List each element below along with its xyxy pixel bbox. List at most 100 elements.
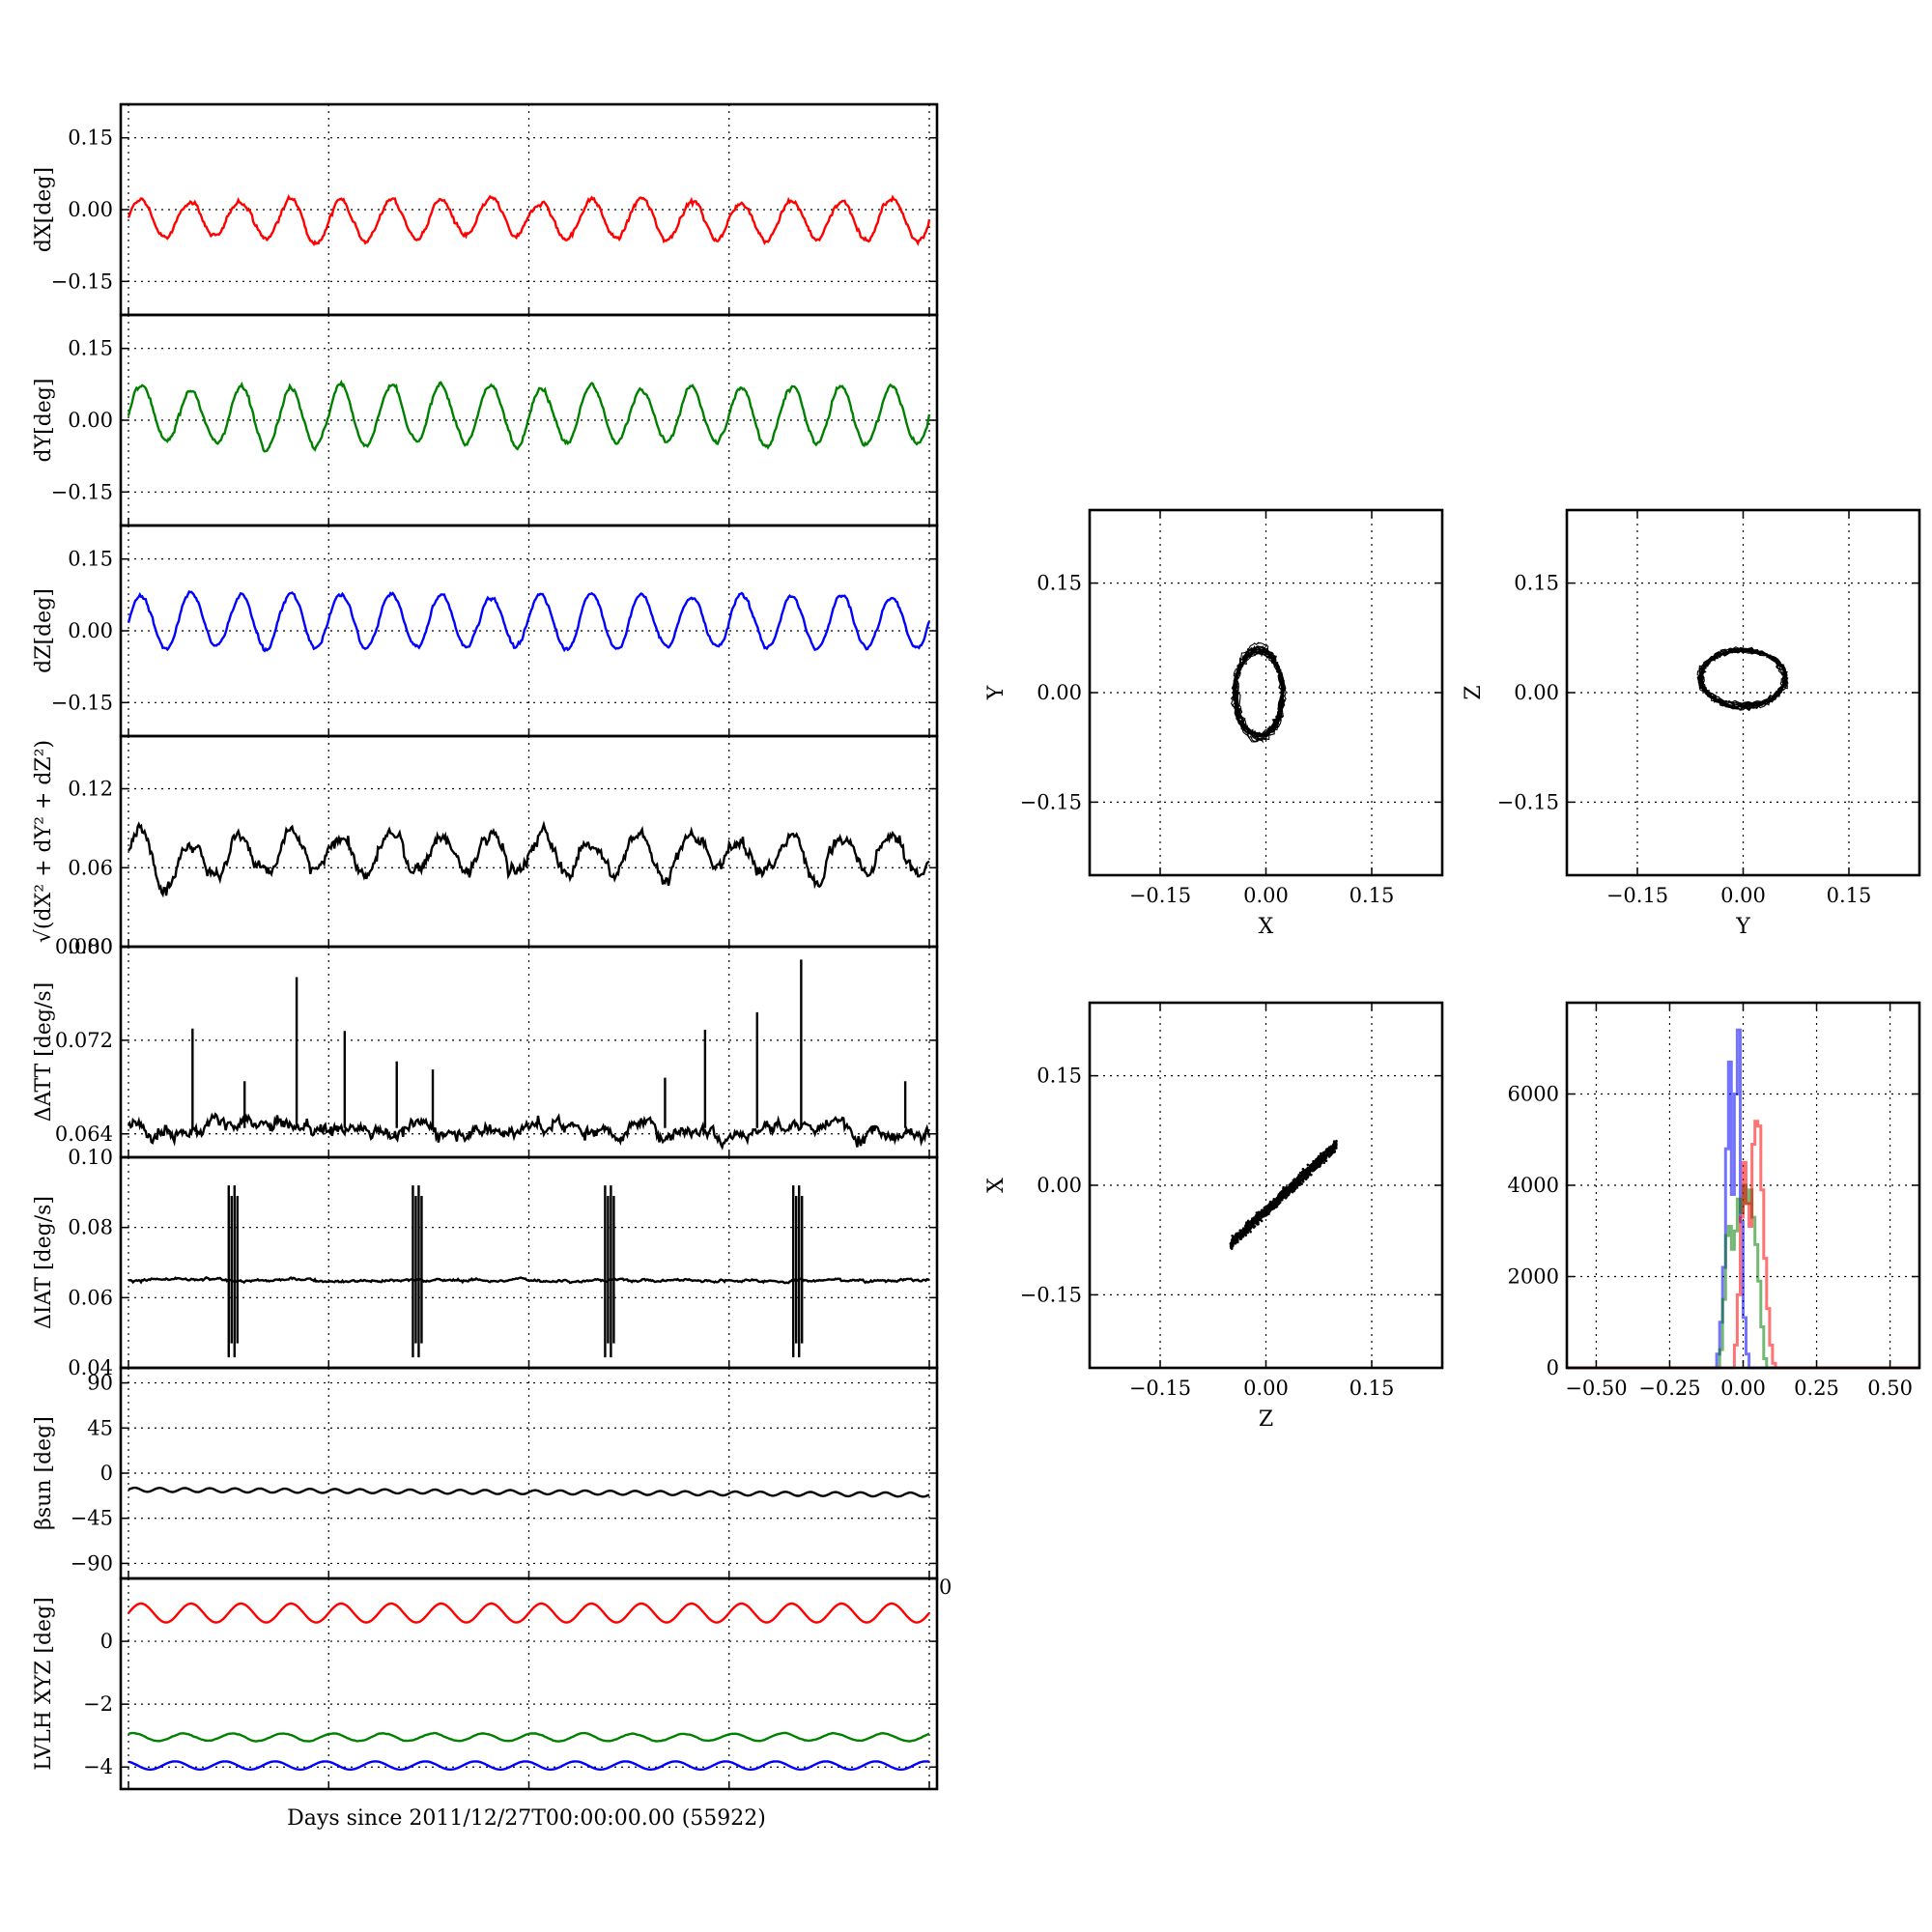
y-tick-label: 0.00 [1037, 1174, 1082, 1197]
axes-frame [1088, 1001, 1444, 1370]
x-tick-label: 0.25 [1794, 1377, 1839, 1400]
scatter-point [1303, 1170, 1307, 1173]
y-tick-label: −0.15 [1020, 790, 1082, 813]
series-line-dy-y [127, 379, 931, 453]
y-tick-label: 0.00 [1514, 681, 1559, 704]
burst-mark [227, 1185, 239, 1358]
panel-dz: 0.15 0.00 −0.15 dZ[deg] [32, 524, 939, 738]
panels: 0.15 0.00 −0.15 dX[deg] 0.15 0.00 −0.15 dY[deg]… [32, 102, 1921, 1791]
series-line-beta-k [128, 1486, 930, 1498]
x-axis-label: Y [1735, 915, 1750, 939]
scatter-point [1306, 1174, 1310, 1177]
scatter-point [1298, 1171, 1302, 1175]
y-tick-label: 0.080 [55, 935, 113, 958]
scatter-point [1322, 1161, 1325, 1165]
x-tick-label: 0.15 [1827, 884, 1872, 907]
scatter-point [1282, 1187, 1285, 1191]
x-tick-label: 0.50 [1867, 1377, 1913, 1400]
scatter-point [1280, 1193, 1284, 1197]
scatter-point [1319, 1155, 1322, 1159]
y-tick-label: 2000 [1508, 1265, 1559, 1289]
scatter-point [1298, 1175, 1301, 1178]
x-tick-label: 0.00 [1243, 884, 1289, 907]
panel-dx: 0.15 0.00 −0.15 dX[deg] [32, 102, 939, 317]
scatter-point [1239, 1237, 1242, 1240]
y-axis-label: X [984, 1178, 1009, 1193]
scatter-point [1334, 1145, 1337, 1149]
panel-dy: 0.15 0.00 −0.15 dY[deg] [32, 313, 939, 527]
scatter-point [1308, 1171, 1311, 1174]
burst-mark [604, 1185, 615, 1358]
scatter-point [1255, 1211, 1259, 1214]
y-tick-label: 0 [100, 1462, 113, 1485]
y-tick-label: −0.15 [51, 480, 113, 503]
panel-yz: 0.15 0.00 −0.15 −0.15 0.00 0.15 Y Z [1462, 508, 1921, 939]
x-tick-label: 0.00 [1243, 1377, 1289, 1400]
trajectory-line [1230, 641, 1287, 744]
y-tick-label: −0.15 [51, 270, 113, 293]
y-tick-label: 0.15 [68, 548, 113, 571]
scatter-point [1257, 1213, 1260, 1216]
burst-mark [412, 1185, 423, 1358]
scatter-point [1310, 1173, 1313, 1177]
y-tick-label: −0.15 [51, 691, 113, 714]
x-tick-label: 0.15 [1350, 884, 1395, 907]
scatter-point [1319, 1151, 1322, 1155]
scatter-point [1246, 1227, 1250, 1230]
scatter-point [1319, 1159, 1321, 1162]
x-tick-label: 0.00 [1720, 1377, 1766, 1400]
y-tick-label: 0.15 [1037, 1065, 1082, 1088]
x-tick-label: −0.15 [1606, 884, 1668, 907]
scatter-point [1278, 1198, 1282, 1202]
axes-frame [1088, 508, 1444, 877]
axes-frame [1565, 1001, 1921, 1370]
scatter-point [1240, 1229, 1243, 1233]
scatter-point [1273, 1199, 1276, 1202]
y-tick-label: 0.08 [68, 1216, 113, 1239]
scatter-point [1230, 1246, 1233, 1250]
x-axis-label: X [1259, 915, 1274, 939]
y-axis-label: Y [984, 685, 1009, 700]
scatter-point [1247, 1221, 1251, 1225]
y-tick-label: 0.15 [1037, 572, 1082, 595]
trajectory-line [1696, 646, 1789, 712]
scatter-point [1320, 1160, 1322, 1164]
y-tick-label: 0.06 [68, 1286, 113, 1309]
scatter-point [1331, 1151, 1335, 1154]
series-line-lvlh-x [128, 1602, 930, 1624]
panel-xy: 0.15 0.00 −0.15 −0.15 0.00 0.15 X Y [984, 508, 1444, 939]
scatter-point [1277, 1201, 1280, 1205]
scatter-point [1335, 1139, 1338, 1143]
scatter-point [1239, 1232, 1242, 1236]
histogram-z [1567, 1028, 1919, 1370]
scatter-point [1330, 1146, 1334, 1150]
y-tick-label: 0.04 [68, 1356, 113, 1379]
scatter-point [1310, 1169, 1313, 1173]
axes-frame [1565, 508, 1921, 877]
y-axis-label: LVLH XYZ [deg] [32, 1597, 56, 1771]
y-tick-label: 4000 [1508, 1174, 1559, 1197]
y-tick-label: 0.00 [1037, 681, 1082, 704]
scatter-point [1305, 1169, 1309, 1172]
scatter-point [1270, 1201, 1273, 1205]
scatter-point [1242, 1228, 1245, 1231]
scatter-point [1249, 1225, 1253, 1228]
series-line-mag-k [127, 820, 930, 898]
scatter-point [1257, 1221, 1260, 1224]
series-line-dx-x [127, 194, 931, 247]
scatter-point [1293, 1178, 1296, 1180]
y-tick-label: 0.15 [68, 337, 113, 360]
y-tick-label: 0.072 [55, 1029, 113, 1052]
scatter-point [1304, 1172, 1307, 1176]
scatter-point [1251, 1222, 1254, 1226]
scatter-point [1246, 1231, 1249, 1235]
series-line-diat-k [128, 1276, 930, 1285]
scatter-point [1240, 1236, 1243, 1238]
y-tick-label: −2 [83, 1692, 113, 1716]
y-tick-label: 0.06 [68, 856, 113, 879]
axes-frame [119, 1155, 939, 1370]
y-tick-label: 45 [87, 1416, 113, 1439]
scatter-point [1282, 1196, 1285, 1199]
y-axis-label: βsun [deg] [32, 1416, 56, 1530]
